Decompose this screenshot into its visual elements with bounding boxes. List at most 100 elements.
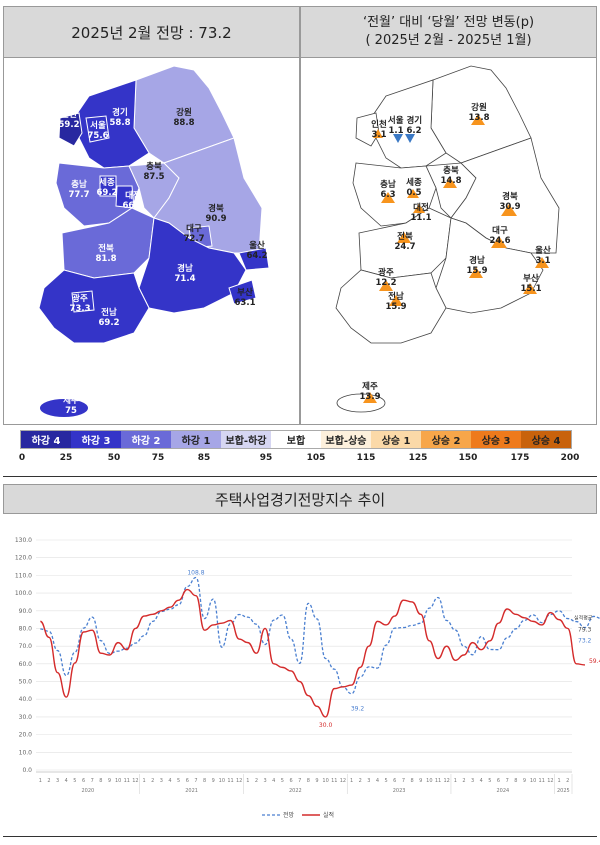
x-tick-label: 2	[359, 778, 362, 784]
change-label-incheon: 인천 3.1	[371, 120, 387, 140]
series-line-실적	[40, 588, 585, 718]
legend-tick: 85	[197, 453, 211, 463]
legend-item-9: 상승 3	[471, 431, 521, 448]
y-tick-label: 90.0	[19, 608, 33, 615]
region-incheon	[58, 112, 83, 147]
y-tick-label: 80.0	[19, 625, 33, 632]
y-tick-label: 110.0	[15, 572, 32, 579]
x-tick-label: 3	[56, 778, 59, 784]
y-tick-label: 70.0	[19, 643, 33, 650]
marker-chungbuk-up	[443, 177, 457, 188]
x-tick-label: 4	[65, 778, 68, 784]
change-label-gyeongbuk: 경북 30.9	[499, 192, 521, 212]
x-tick-label: 12	[340, 778, 346, 784]
x-tick-label: 9	[523, 778, 526, 784]
marker-seoul-down	[393, 134, 403, 143]
x-tick-label: 5	[281, 778, 284, 784]
legend-tick: 50	[107, 453, 121, 463]
bottom-divider	[3, 836, 597, 837]
change-label-busan: 부산 15.1	[520, 274, 542, 294]
x-tick-label: 12	[236, 778, 242, 784]
legend-tick: 200	[560, 453, 580, 463]
y-tick-label: 20.0	[19, 732, 33, 739]
change-label-gangwon: 강원 13.8	[468, 103, 490, 123]
legend-item-10: 상승 4	[521, 431, 571, 448]
change-markers	[363, 114, 549, 403]
marker-gangwon-up	[471, 114, 485, 125]
y-tick-label: 120.0	[15, 555, 32, 562]
region-ulsan	[238, 247, 270, 271]
x-tick-label: 12	[132, 778, 138, 784]
label-sejong: 세종 69.2	[96, 178, 118, 198]
marker-jeonnam-up	[389, 295, 403, 306]
x-tick-label: 11	[435, 778, 441, 784]
legend-item-0: 하강 4	[21, 431, 71, 448]
legend-tick: 95	[259, 453, 273, 463]
legend-item-5: 보합	[271, 431, 321, 448]
change-label-chungnam: 충남 6.3	[380, 180, 396, 200]
x-tick-label: 12	[547, 778, 553, 784]
x-tick-label: 11	[227, 778, 233, 784]
change-label-jeju: 제주 13.9	[359, 382, 381, 402]
legend-item-8: 상승 2	[421, 431, 471, 448]
y-tick-label: 60.0	[19, 661, 33, 668]
x-tick-label: 10	[530, 778, 536, 784]
x-tick-label: 7	[506, 778, 509, 784]
x-tick-label: 6	[186, 778, 189, 784]
marker-gyeonggi-down	[405, 134, 415, 143]
marker-gyeongnam-up	[469, 267, 483, 278]
legend-tick: 115	[356, 453, 376, 463]
legend-tick: 175	[510, 453, 530, 463]
x-tick-label: 8	[203, 778, 206, 784]
divider	[3, 476, 597, 477]
change-label-seoul-gyeonggi: 서울 경기 1.1 6.2	[387, 116, 423, 136]
marker-ulsan-up	[535, 257, 549, 268]
change-map-panel: 인천 3.1 서울 경기 1.1 6.2 강원 13.8 충북 14.8 충남 6.3 세…	[300, 58, 597, 425]
change-label-gwangju: 광주 12.2	[375, 268, 397, 288]
x-tick-label: 7	[402, 778, 405, 784]
x-tick-label: 1	[142, 778, 145, 784]
region-gwangju	[71, 290, 95, 313]
change-label-jeonbuk: 전북 24.7	[394, 232, 416, 252]
label-chungnam: 충남 77.7	[68, 180, 90, 200]
x-tick-label: 8	[410, 778, 413, 784]
label-jeonbuk: 전북 81.8	[95, 244, 117, 264]
x-tick-label: 8	[99, 778, 102, 784]
x-tick-label: 11	[539, 778, 545, 784]
forecast-map	[38, 65, 270, 417]
actual-low-label: 30.0	[319, 722, 333, 729]
y-tick-label: 100.0	[15, 590, 32, 597]
legend-tick: 0	[18, 453, 26, 463]
x-tick-label: 4	[168, 778, 171, 784]
x-tick-label: 2	[462, 778, 465, 784]
trend-chart: 130.0120.0110.0100.090.080.070.060.050.0…	[15, 537, 600, 819]
actual-avg-title: 실적평균	[574, 615, 593, 622]
x-tick-label: 9	[419, 778, 422, 784]
x-tick-label: 8	[514, 778, 517, 784]
legend-tick: 150	[458, 453, 478, 463]
legend-item-4: 보합-하강	[221, 431, 271, 448]
region-daejeon	[115, 185, 135, 209]
label-seoul: 서울 75.6	[87, 121, 109, 141]
chart-title: 주택사업경기전망지수 추이	[3, 484, 597, 514]
x-tick-label: 10	[219, 778, 225, 784]
x-tick-label: 7	[91, 778, 94, 784]
actual-last-label: 59.4	[589, 658, 600, 665]
x-tick-label: 5	[385, 778, 388, 784]
right-title-line1: ‘전월’ 대비 ‘당월’ 전망 변동(p)	[362, 15, 535, 30]
x-tick-label: 2	[566, 778, 569, 784]
change-label-daejeon: 대전 11.1	[410, 203, 432, 223]
marker-daegu-up	[491, 236, 507, 248]
chart-title-text: 주택사업경기전망지수 추이	[214, 490, 386, 509]
legend-item-1: 하강 3	[71, 431, 121, 448]
x-tick-label: 3	[264, 778, 267, 784]
y-tick-label: 10.0	[19, 749, 33, 756]
y-tick-label: 50.0	[19, 679, 33, 686]
forecast-peak-label: 108.8	[187, 570, 204, 577]
label-chungbuk: 충북 87.5	[143, 162, 165, 182]
x-tick-label: 2	[47, 778, 50, 784]
x-tick-label: 1	[39, 778, 42, 784]
left-title: 2025년 2월 전망 : 73.2	[3, 6, 300, 58]
legend-item-7: 상승 1	[371, 431, 421, 448]
year-label: 2024	[496, 788, 509, 794]
